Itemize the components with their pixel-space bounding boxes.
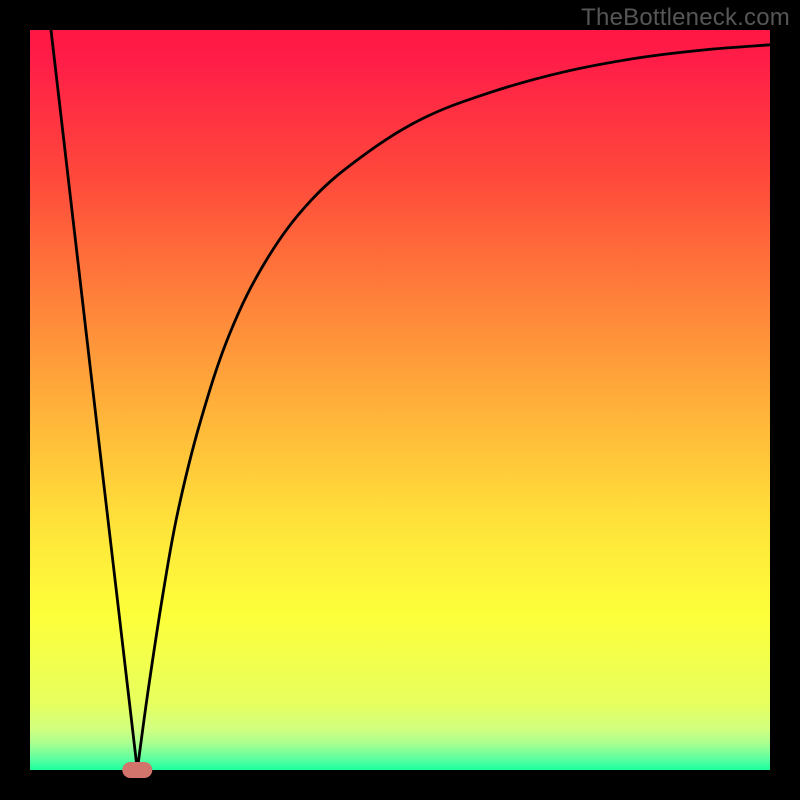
watermark-text: TheBottleneck.com [581, 4, 790, 32]
bottleneck-curve-chart [0, 0, 800, 800]
chart-container: TheBottleneck.com [0, 0, 800, 800]
gradient-background [30, 30, 770, 770]
cusp-marker [122, 762, 152, 778]
